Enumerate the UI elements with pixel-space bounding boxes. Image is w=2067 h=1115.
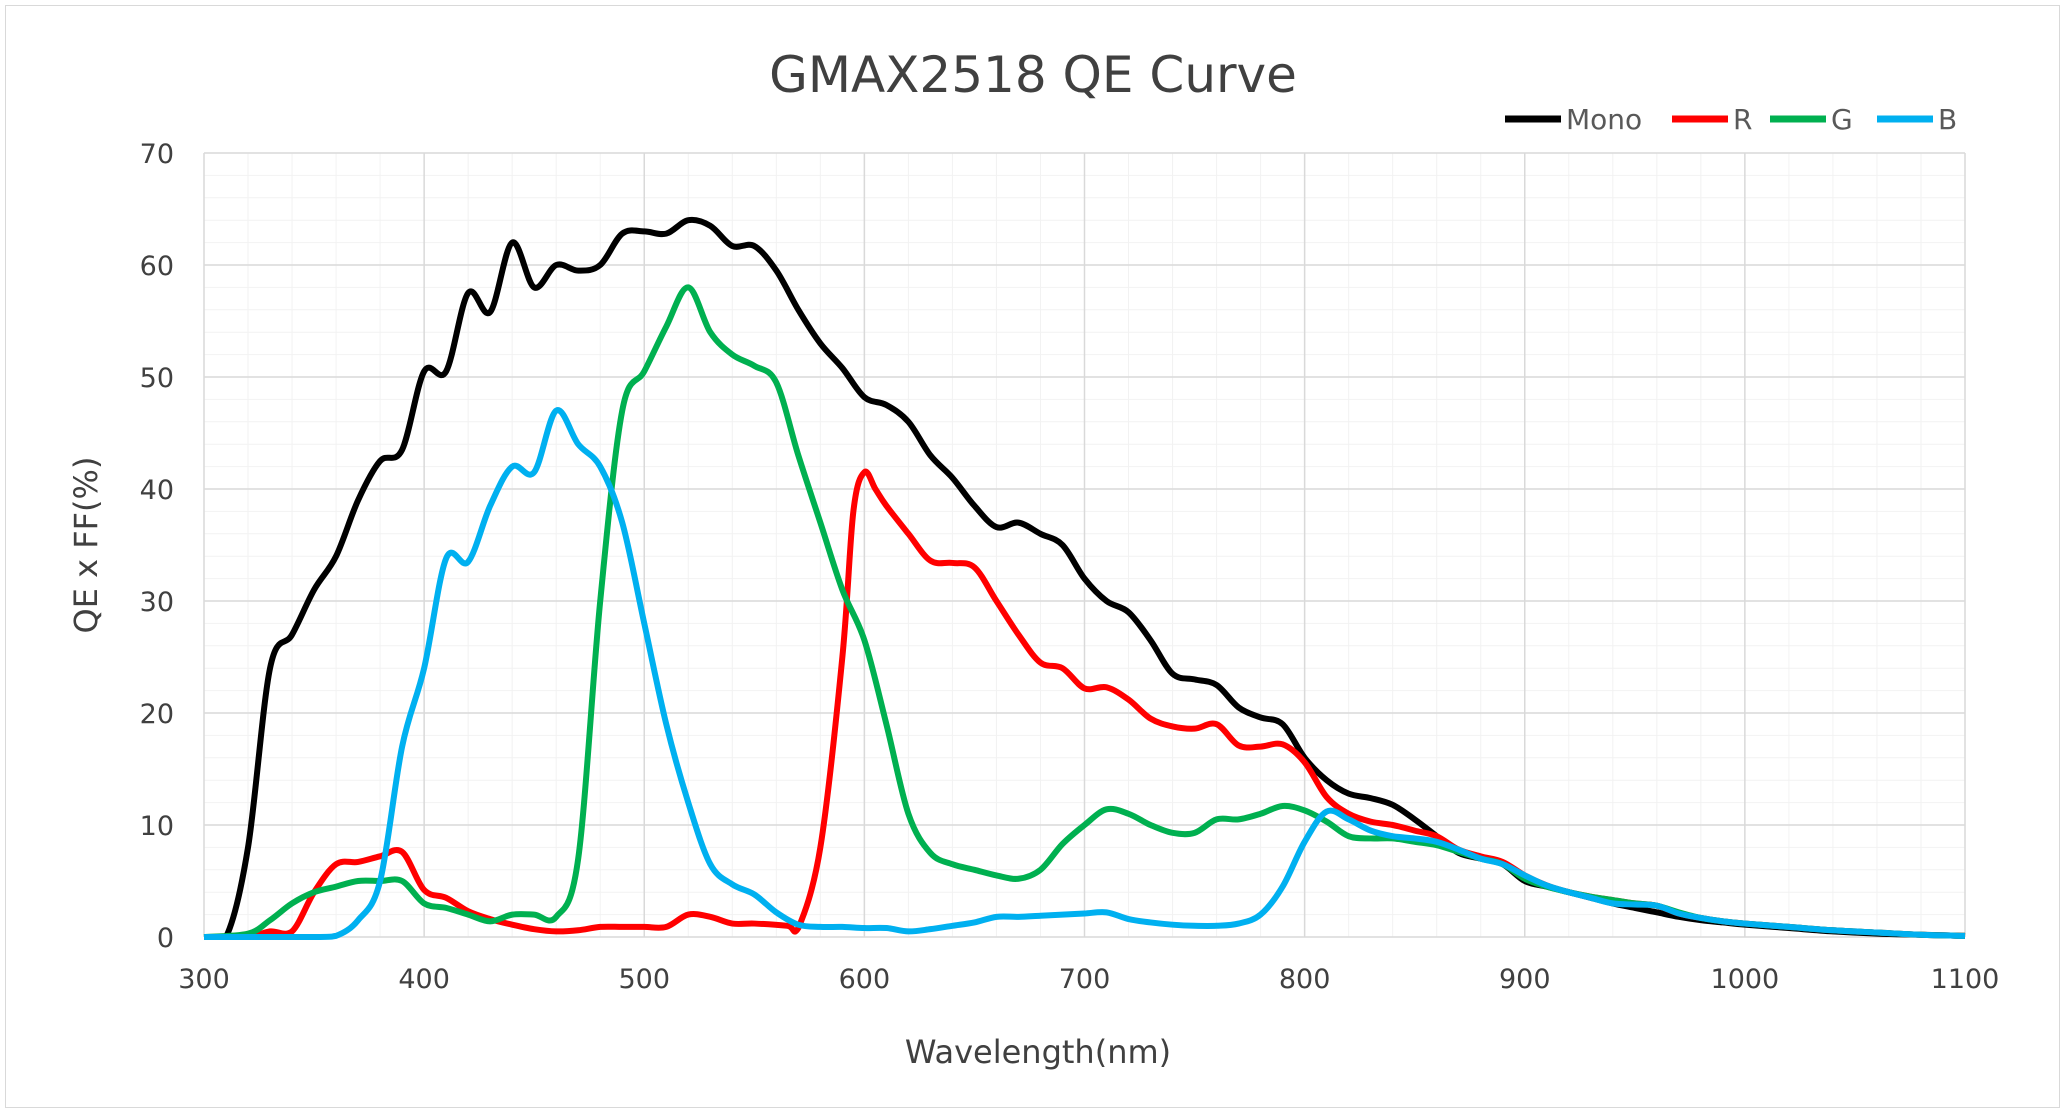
y-tick-label: 70 [140,139,174,170]
y-axis-label: QE x FF(%) [67,457,105,634]
legend-label-mono: Mono [1566,103,1642,136]
x-tick-label: 1000 [1711,964,1780,995]
legend-label-g: G [1831,103,1853,136]
x-tick-label: 300 [178,964,230,995]
legend-label-b: B [1938,103,1957,136]
x-tick-label: 400 [398,964,450,995]
y-tick-label: 20 [140,699,174,730]
legend: Mono R G B [1505,103,1957,136]
y-tick-label: 40 [140,475,174,506]
series-lines [203,216,1966,940]
y-tick-label: 0 [157,923,174,954]
x-tick-label: 1100 [1931,964,2000,995]
y-tick-label: 50 [140,363,174,394]
x-tick-label: 800 [1279,964,1331,995]
x-tick-label: 600 [839,964,891,995]
legend-label-r: R [1733,103,1752,136]
x-axis-label: Wavelength(nm) [905,1033,1171,1071]
y-tick-label: 30 [140,587,174,618]
y-tick-label: 60 [140,251,174,282]
tick-labels: 300 400 500 600 700 800 900 1000 1100 0 10 20 30 40 50… [140,139,2000,995]
series-line-b [204,407,1966,940]
x-tick-label: 900 [1499,964,1551,995]
chart-frame [5,5,2060,1108]
chart-title: GMAX2518 QE Curve [769,46,1297,104]
x-tick-label: 500 [618,964,670,995]
grid [203,152,1966,938]
x-tick-label: 700 [1059,964,1111,995]
y-tick-label: 10 [140,811,174,842]
